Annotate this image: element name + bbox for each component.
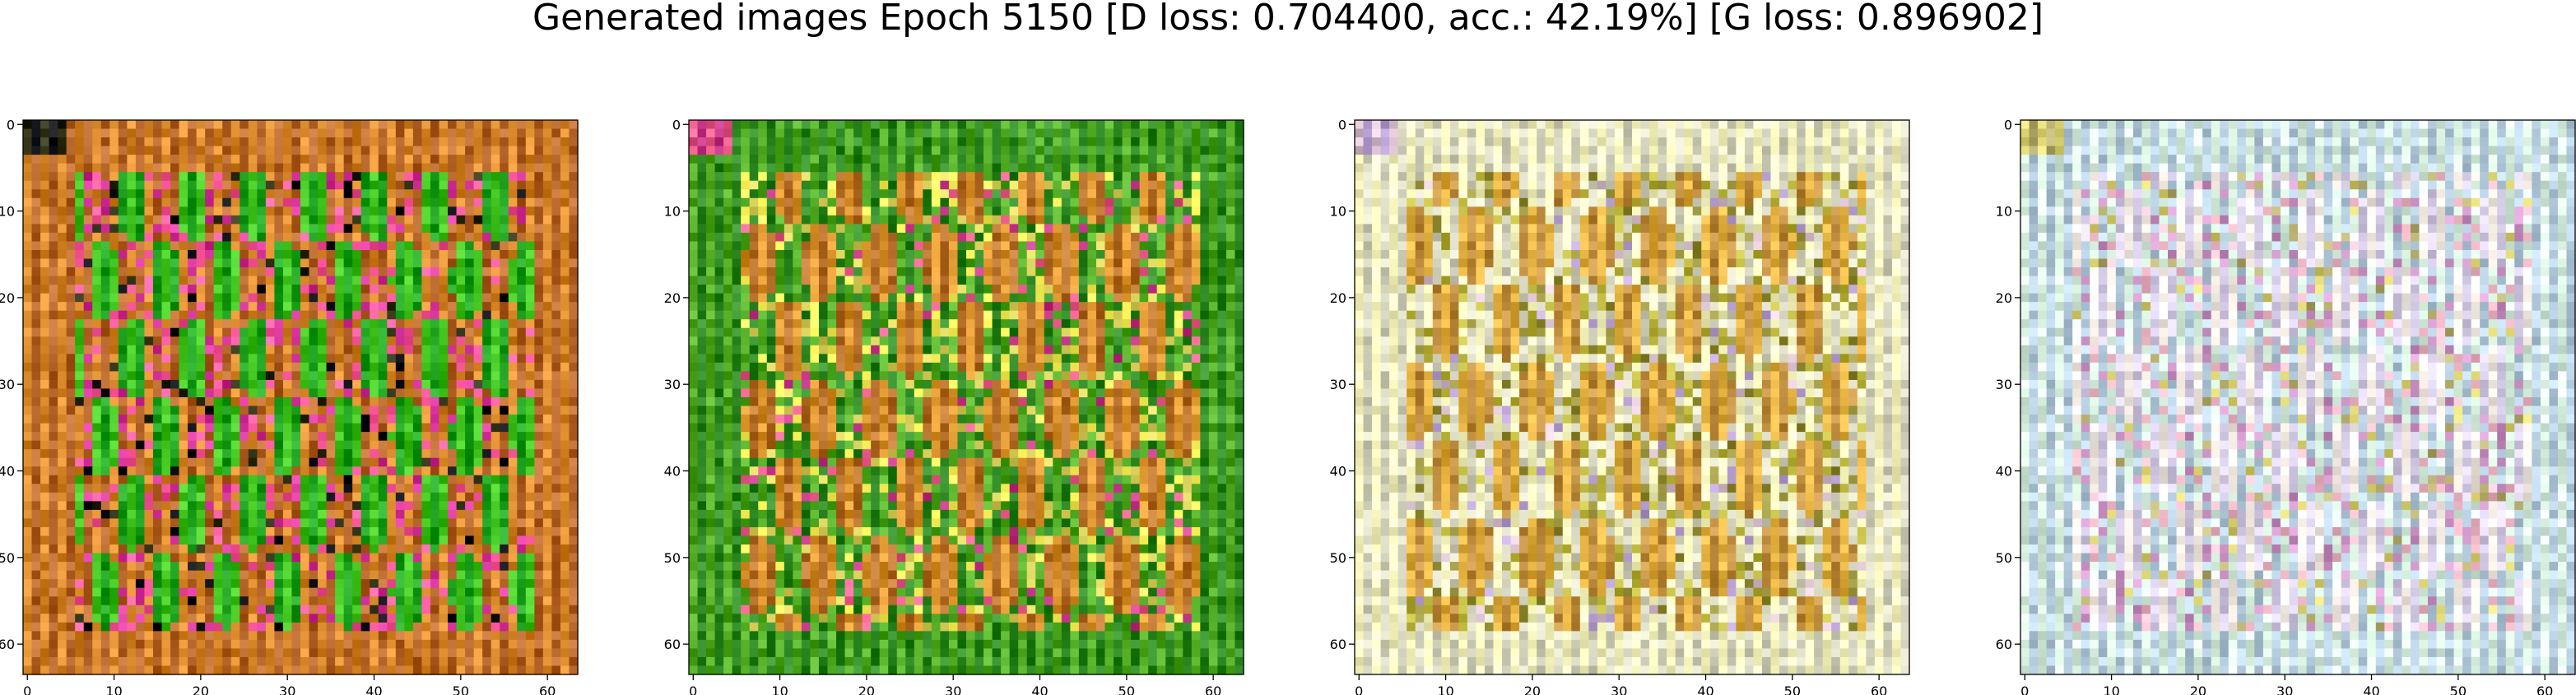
y-tick-label: 0 [2004, 117, 2012, 132]
generated-image-1 [23, 120, 579, 675]
y-tick-label: 10 [664, 204, 681, 220]
y-tick-label: 60 [1996, 637, 2012, 652]
y-tick-label: 40 [664, 464, 681, 480]
image-panel-2: 0 10 20 30 40 50 60 0 10 20 30 40 50 60 [664, 117, 1244, 695]
x-tick-label: 0 [689, 683, 697, 695]
x-tick-label: 20 [2190, 683, 2206, 695]
y-tick-label: 40 [0, 464, 15, 480]
y-tick-label: 20 [1996, 290, 2012, 306]
x-tick-label: 10 [771, 683, 788, 695]
image-panel-3: 0 10 20 30 40 50 60 0 10 20 30 40 50 60 [1330, 117, 1910, 695]
y-tick-label: 0 [672, 117, 681, 132]
x-tick-label: 0 [2020, 683, 2029, 695]
figure-title: Generated images Epoch 5150 [D loss: 0.7… [532, 0, 2044, 39]
y-tick-label: 20 [1330, 290, 1346, 306]
y-tick-label: 60 [0, 637, 15, 652]
y-tick-label: 20 [0, 290, 15, 306]
x-tick-label: 50 [453, 683, 469, 695]
x-tick-label: 40 [1031, 683, 1048, 695]
generated-image-4 [2020, 120, 2576, 675]
x-tick-label: 30 [945, 683, 961, 695]
x-tick-label: 60 [1205, 683, 1221, 695]
x-tick-label: 30 [1611, 683, 1627, 695]
y-tick-label: 40 [1330, 464, 1346, 480]
x-tick-label: 50 [2450, 683, 2467, 695]
y-tick-label: 10 [1330, 204, 1346, 220]
y-tick-label: 20 [664, 290, 681, 306]
y-tick-label: 50 [1330, 550, 1346, 566]
y-tick-label: 50 [664, 550, 681, 566]
y-tick-label: 0 [1338, 117, 1346, 132]
x-tick-label: 40 [2363, 683, 2379, 695]
x-tick-label: 10 [105, 683, 122, 695]
y-tick-label: 50 [1996, 550, 2012, 566]
y-tick-label: 40 [1996, 464, 2012, 480]
x-tick-label: 60 [1871, 683, 1887, 695]
x-tick-label: 60 [2536, 683, 2553, 695]
y-tick-label: 60 [664, 637, 681, 652]
axes-frame [2020, 119, 2576, 675]
x-tick-label: 10 [2103, 683, 2119, 695]
x-tick-label: 30 [2276, 683, 2293, 695]
axes-frame [688, 119, 1244, 675]
x-tick-label: 0 [23, 683, 31, 695]
y-tick-label: 10 [1996, 204, 2012, 220]
generated-image-3 [1355, 120, 1910, 675]
x-tick-label: 40 [365, 683, 382, 695]
image-panel-1: 0 10 20 30 40 50 60 0 10 20 30 40 50 60 [0, 117, 579, 695]
x-tick-label: 50 [1118, 683, 1135, 695]
axes-frame [1354, 119, 1910, 675]
y-tick-label: 60 [1330, 637, 1346, 652]
x-tick-label: 20 [1524, 683, 1541, 695]
axes-frame [22, 119, 579, 675]
x-tick-label: 20 [193, 683, 209, 695]
x-tick-label: 20 [858, 683, 875, 695]
y-tick-label: 10 [0, 204, 15, 220]
x-tick-label: 10 [1437, 683, 1453, 695]
x-tick-label: 40 [1697, 683, 1713, 695]
x-tick-label: 60 [539, 683, 556, 695]
y-tick-label: 0 [7, 117, 15, 132]
y-tick-label: 30 [0, 377, 15, 392]
y-tick-label: 30 [664, 377, 681, 392]
x-tick-label: 0 [1355, 683, 1363, 695]
generated-image-2 [689, 120, 1244, 675]
x-tick-label: 30 [279, 683, 295, 695]
y-tick-label: 50 [0, 550, 15, 566]
y-tick-label: 30 [1996, 377, 2012, 392]
y-tick-label: 30 [1330, 377, 1346, 392]
x-tick-label: 50 [1784, 683, 1801, 695]
image-panel-4: 0 10 20 30 40 50 60 0 10 20 30 40 50 60 [1996, 117, 2576, 695]
